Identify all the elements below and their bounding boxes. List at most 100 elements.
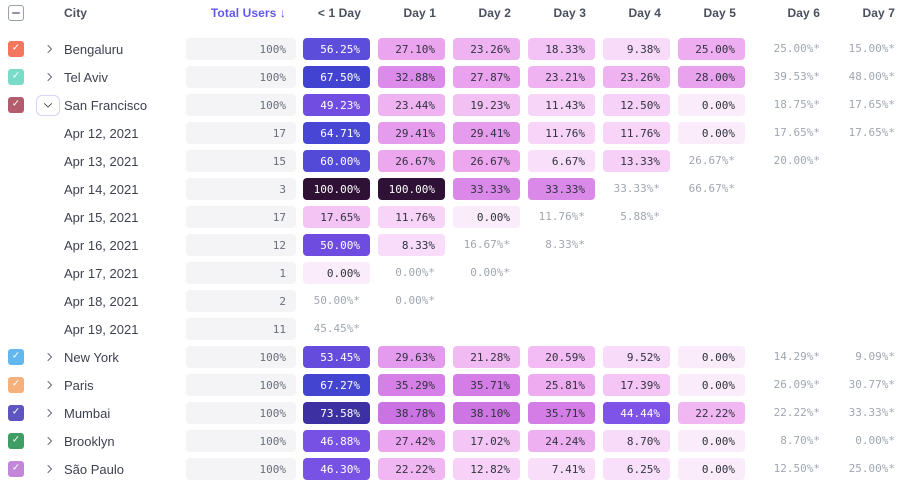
- retention-cell[interactable]: 11.76%: [528, 122, 595, 144]
- retention-cell[interactable]: 0.00%: [678, 94, 745, 116]
- retention-cell[interactable]: 17.02%: [453, 430, 520, 452]
- column-header-day-5[interactable]: Day 5: [703, 6, 736, 20]
- row-checkbox[interactable]: ✓: [8, 377, 24, 393]
- retention-cell[interactable]: 100.00%: [303, 178, 370, 200]
- retention-cell[interactable]: 53.45%: [303, 346, 370, 368]
- retention-cell[interactable]: 67.27%: [303, 374, 370, 396]
- retention-cell[interactable]: 6.25%: [603, 458, 670, 480]
- retention-cell[interactable]: 35.29%: [378, 374, 445, 396]
- column-header-day-6[interactable]: Day 6: [787, 6, 820, 20]
- row-checkbox[interactable]: ✓: [8, 41, 24, 57]
- retention-cell[interactable]: 26.67%: [378, 150, 445, 172]
- retention-cell[interactable]: 44.44%: [603, 402, 670, 424]
- retention-cell[interactable]: 29.41%: [453, 122, 520, 144]
- retention-cell[interactable]: 49.23%: [303, 94, 370, 116]
- column-header-city[interactable]: City: [64, 6, 88, 20]
- retention-cell[interactable]: 7.41%: [528, 458, 595, 480]
- retention-cell[interactable]: 23.44%: [378, 94, 445, 116]
- retention-cell[interactable]: 9.52%: [603, 346, 670, 368]
- retention-cell[interactable]: 35.71%: [453, 374, 520, 396]
- retention-cell[interactable]: 35.71%: [528, 402, 595, 424]
- retention-cell[interactable]: 26.67%: [453, 150, 520, 172]
- table-row-new-york: ✓ New York 100% 53.45% 29.63% 21.28% 20.59% 9.5…: [8, 343, 920, 371]
- retention-cell[interactable]: 18.33%: [528, 38, 595, 60]
- retention-cell[interactable]: 11.76%: [378, 206, 445, 228]
- retention-cell[interactable]: 0.00%: [678, 374, 745, 396]
- row-checkbox[interactable]: ✓: [8, 433, 24, 449]
- chevron-right-icon[interactable]: [43, 72, 53, 82]
- retention-cell[interactable]: 21.28%: [453, 346, 520, 368]
- chevron-right-icon[interactable]: [43, 380, 53, 390]
- retention-cell[interactable]: 29.41%: [378, 122, 445, 144]
- retention-cell[interactable]: 38.10%: [453, 402, 520, 424]
- collapse-row-button[interactable]: [36, 94, 60, 116]
- retention-cell[interactable]: 46.30%: [303, 458, 370, 480]
- select-all-checkbox[interactable]: [8, 5, 24, 21]
- chevron-right-icon[interactable]: [43, 464, 53, 474]
- chevron-right-icon[interactable]: [43, 436, 53, 446]
- retention-cell[interactable]: 0.00%: [303, 262, 370, 284]
- retention-cell[interactable]: 17.65%: [303, 206, 370, 228]
- row-checkbox[interactable]: ✓: [8, 97, 24, 113]
- chevron-right-icon[interactable]: [43, 44, 53, 54]
- retention-cell[interactable]: 11.76%: [603, 122, 670, 144]
- retention-cell[interactable]: 12.82%: [453, 458, 520, 480]
- retention-cell[interactable]: 19.23%: [453, 94, 520, 116]
- retention-cell[interactable]: 23.26%: [603, 66, 670, 88]
- column-header-day-2[interactable]: Day 2: [478, 6, 511, 20]
- retention-cell[interactable]: 33.33%: [453, 178, 520, 200]
- column-header-lt-1-day[interactable]: < 1 Day: [317, 6, 361, 20]
- cohort-date-label: Apr 16, 2021: [64, 237, 139, 253]
- retention-cell[interactable]: 0.00%: [678, 430, 745, 452]
- retention-cell[interactable]: 11.43%: [528, 94, 595, 116]
- chevron-right-icon[interactable]: [43, 408, 53, 418]
- retention-cell[interactable]: 8.70%: [603, 430, 670, 452]
- retention-cell[interactable]: 56.25%: [303, 38, 370, 60]
- retention-cell[interactable]: 100.00%: [378, 178, 445, 200]
- retention-cell[interactable]: 29.63%: [378, 346, 445, 368]
- retention-cell[interactable]: 24.24%: [528, 430, 595, 452]
- retention-cell-incomplete: 50.00%*: [313, 294, 360, 307]
- column-header-day-1[interactable]: Day 1: [403, 6, 436, 20]
- retention-cell[interactable]: 0.00%: [453, 206, 520, 228]
- retention-cell[interactable]: 27.87%: [453, 66, 520, 88]
- retention-cell[interactable]: 50.00%: [303, 234, 370, 256]
- column-header-day-3[interactable]: Day 3: [553, 6, 586, 20]
- retention-cell[interactable]: 23.21%: [528, 66, 595, 88]
- retention-cell[interactable]: 38.78%: [378, 402, 445, 424]
- retention-cell[interactable]: 23.26%: [453, 38, 520, 60]
- retention-cell[interactable]: 8.33%: [378, 234, 445, 256]
- retention-cell[interactable]: 22.22%: [678, 402, 745, 424]
- row-checkbox[interactable]: ✓: [8, 69, 24, 85]
- retention-cell[interactable]: 67.50%: [303, 66, 370, 88]
- retention-cell[interactable]: 22.22%: [378, 458, 445, 480]
- retention-cell[interactable]: 12.50%: [603, 94, 670, 116]
- retention-cell[interactable]: 27.10%: [378, 38, 445, 60]
- column-header-day-4[interactable]: Day 4: [628, 6, 661, 20]
- retention-cell[interactable]: 13.33%: [603, 150, 670, 172]
- retention-cell[interactable]: 25.00%: [678, 38, 745, 60]
- chevron-right-icon[interactable]: [43, 352, 53, 362]
- total-users-cell: 100%: [186, 402, 296, 424]
- retention-cell[interactable]: 27.42%: [378, 430, 445, 452]
- column-header-total-users[interactable]: Total Users ↓: [210, 6, 286, 20]
- retention-cell[interactable]: 33.33%: [528, 178, 595, 200]
- retention-cell[interactable]: 73.58%: [303, 402, 370, 424]
- retention-cell[interactable]: 32.88%: [378, 66, 445, 88]
- column-header-day-7[interactable]: Day 7: [862, 6, 895, 20]
- retention-cell[interactable]: 20.59%: [528, 346, 595, 368]
- retention-cell[interactable]: 9.38%: [603, 38, 670, 60]
- row-checkbox[interactable]: ✓: [8, 461, 24, 477]
- retention-cell[interactable]: 28.00%: [678, 66, 745, 88]
- retention-cell[interactable]: 46.88%: [303, 430, 370, 452]
- retention-cell[interactable]: 0.00%: [678, 346, 745, 368]
- retention-cell[interactable]: 0.00%: [678, 122, 745, 144]
- retention-cell[interactable]: 64.71%: [303, 122, 370, 144]
- retention-cell[interactable]: 25.81%: [528, 374, 595, 396]
- retention-cell[interactable]: 17.39%: [603, 374, 670, 396]
- row-checkbox[interactable]: ✓: [8, 405, 24, 421]
- retention-cell[interactable]: 60.00%: [303, 150, 370, 172]
- retention-cell[interactable]: 6.67%: [528, 150, 595, 172]
- row-checkbox[interactable]: ✓: [8, 349, 24, 365]
- retention-cell[interactable]: 0.00%: [678, 458, 745, 480]
